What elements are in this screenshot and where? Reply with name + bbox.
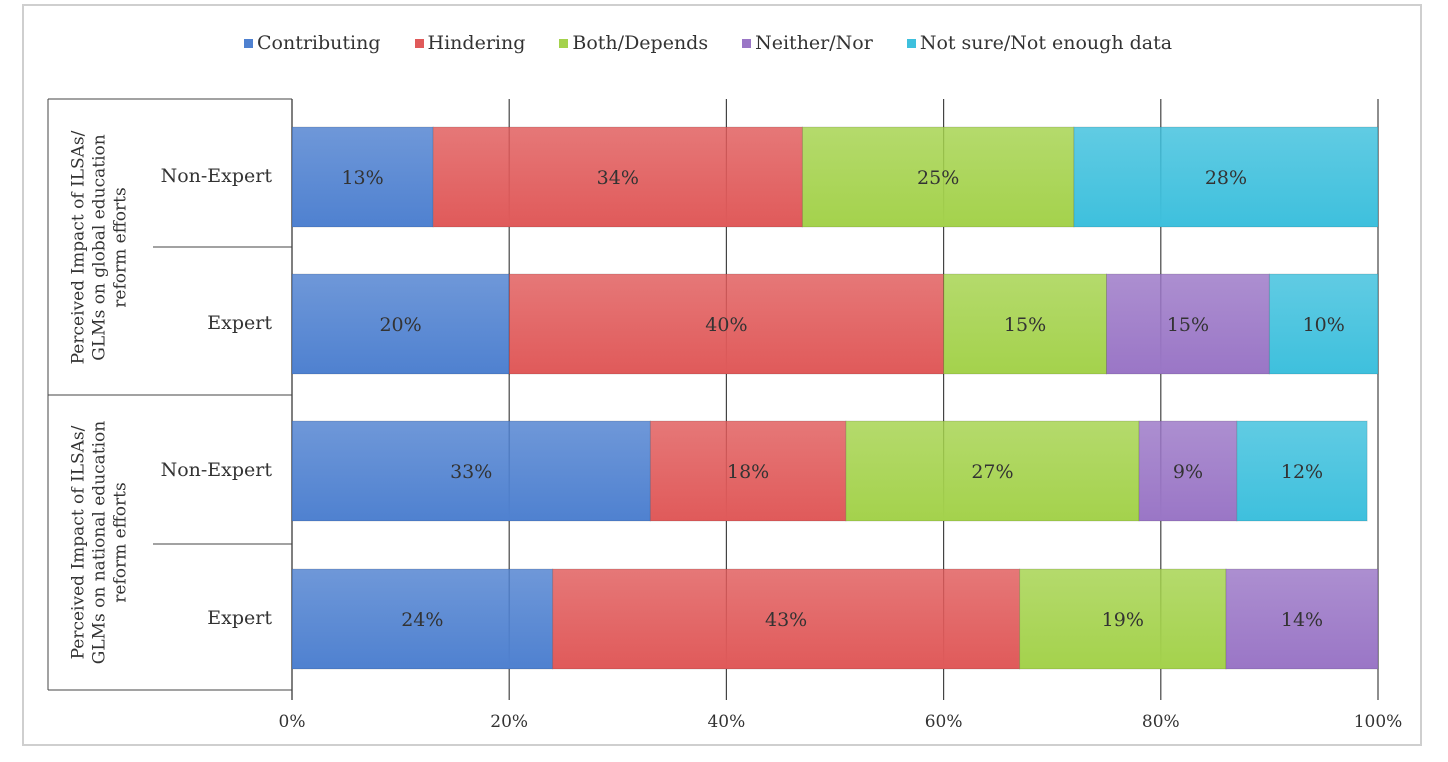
row-label: Expert	[207, 312, 272, 334]
bar-segment	[291, 420, 651, 522]
bar-segment	[649, 420, 847, 522]
data-label: 15%	[1167, 314, 1209, 336]
row-label: Non-Expert	[160, 459, 272, 481]
group-label-line: GLMs on national education	[89, 420, 110, 665]
bar-segment	[1236, 420, 1368, 522]
bar-segment	[801, 126, 1075, 228]
bar-segment	[1225, 568, 1379, 670]
group-label-text: Perceived Impact of ILSAs/GLMs on global…	[69, 130, 132, 364]
legend-item: Both/Depends	[559, 32, 708, 54]
bar-segment	[552, 568, 1021, 670]
chart-legend: Contributing Hindering Both/Depends Neither…	[244, 30, 1206, 56]
legend-item: Contributing	[244, 32, 381, 54]
x-tick-label: 20%	[490, 712, 529, 732]
bar-segment	[1138, 420, 1238, 522]
data-label: 18%	[727, 461, 769, 483]
legend-item: Not sure/Not enough data	[906, 32, 1173, 54]
data-label: 27%	[971, 461, 1013, 483]
group-label-line: reform efforts	[110, 186, 131, 308]
data-label: 34%	[597, 167, 639, 189]
bar-segment	[845, 420, 1140, 522]
legend-swatch	[244, 38, 253, 48]
x-tick-label: 80%	[1141, 712, 1180, 732]
data-label: 12%	[1281, 461, 1323, 483]
data-label: 15%	[1004, 314, 1046, 336]
data-label: 33%	[450, 461, 492, 483]
x-tick-label: 40%	[707, 712, 746, 732]
legend-swatch	[742, 38, 752, 48]
data-label: 24%	[401, 609, 443, 631]
legend-label: Contributing	[257, 32, 381, 54]
data-label: 25%	[917, 167, 959, 189]
data-label: 14%	[1281, 609, 1323, 631]
bar-segment	[508, 273, 945, 375]
bar-segment	[1106, 273, 1270, 375]
legend-swatch	[906, 38, 916, 48]
legend-label: Not sure/Not enough data	[919, 32, 1173, 54]
legend-item: Hindering	[414, 32, 526, 54]
data-label: 13%	[341, 167, 383, 189]
bar-segment	[1268, 273, 1379, 375]
bar-segment	[1019, 568, 1227, 670]
bar-segment	[432, 126, 803, 228]
data-label: 19%	[1102, 609, 1144, 631]
data-label: 43%	[765, 609, 807, 631]
legend-swatch	[559, 38, 569, 48]
bar-segment	[291, 568, 554, 670]
bar-segment	[1073, 126, 1379, 228]
data-label: 20%	[379, 314, 421, 336]
legend-item: Neither/Nor	[742, 32, 873, 54]
bar-segment	[291, 126, 434, 228]
legend-label: Both/Depends	[572, 32, 709, 54]
bar-segment	[291, 273, 510, 375]
group-label-line: Perceived Impact of ILSAs/	[68, 425, 89, 660]
group-label: Perceived Impact of ILSAs/GLMs on global…	[50, 99, 150, 395]
row-label: Expert	[207, 607, 272, 629]
data-label: 28%	[1205, 167, 1247, 189]
legend-label: Neither/Nor	[755, 32, 873, 54]
row-label: Non-Expert	[160, 165, 272, 187]
group-label-line: Perceived Impact of ILSAs/	[68, 130, 89, 364]
x-tick-label: 60%	[924, 712, 963, 732]
legend-label: Hindering	[427, 32, 526, 54]
data-label: 40%	[705, 314, 747, 336]
data-label: 9%	[1173, 461, 1203, 483]
legend-swatch	[414, 38, 424, 48]
group-label-line: GLMs on global education	[89, 133, 110, 361]
group-label: Perceived Impact of ILSAs/GLMs on nation…	[50, 395, 150, 690]
group-label-line: reform efforts	[110, 482, 131, 603]
x-tick-label: 100%	[1353, 712, 1403, 732]
x-tick-label: 0%	[278, 712, 306, 732]
group-label-text: Perceived Impact of ILSAs/GLMs on nation…	[69, 421, 132, 665]
data-label: 10%	[1303, 314, 1345, 336]
